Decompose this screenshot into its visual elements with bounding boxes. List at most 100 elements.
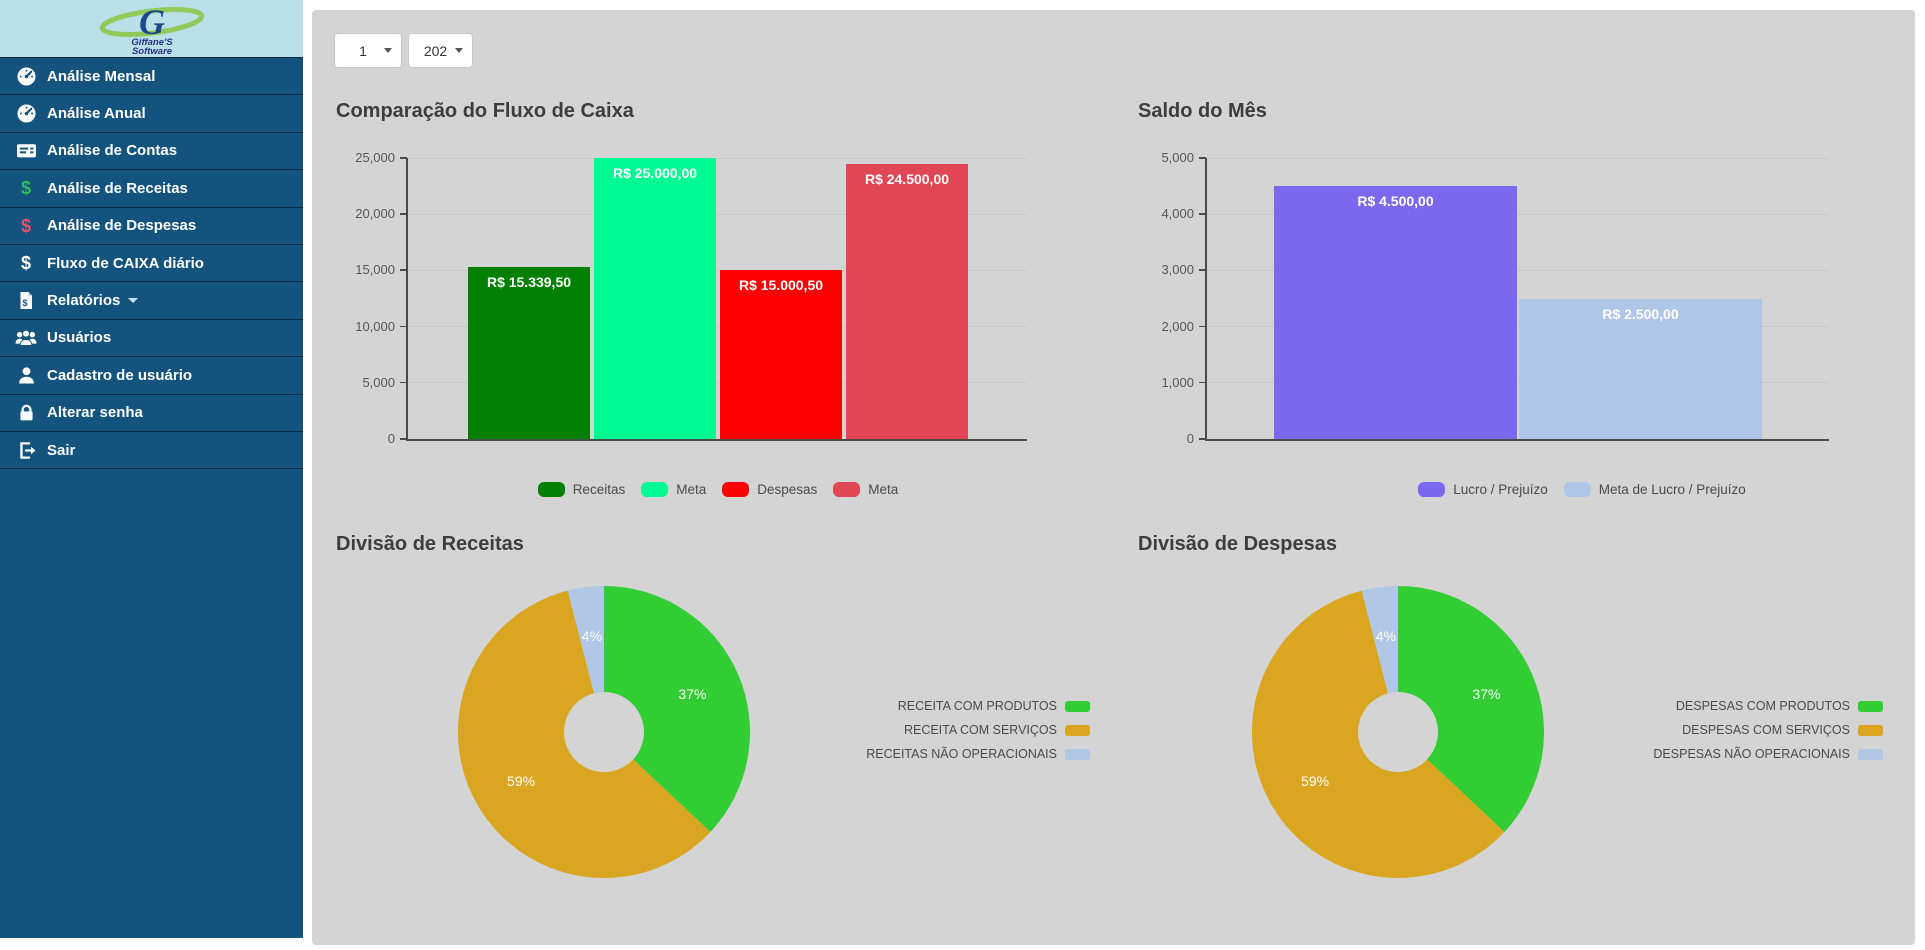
legend-label: Lucro / Prejuízo: [1453, 481, 1548, 497]
bar-receitas-fluxo[interactable]: R$ 15.339,50: [468, 266, 590, 439]
sidebar-item-analise-de-receitas[interactable]: $ Análise de Receitas: [0, 170, 303, 208]
legend-item-meta[interactable]: Meta: [833, 481, 899, 497]
bar-lucro-prejuizo-saldo[interactable]: R$ 4.500,00: [1274, 186, 1517, 439]
donut-receitas: [457, 586, 750, 878]
y-tick-mark: [400, 438, 407, 440]
svg-text:$: $: [22, 298, 27, 308]
gauge-icon: [13, 66, 39, 87]
legend-label: Meta de Lucro / Prejuízo: [1598, 481, 1746, 497]
slice-receitas-nao-operacionais[interactable]: [567, 586, 604, 694]
month-select[interactable]: 1: [334, 33, 402, 68]
gridline: [1206, 269, 1829, 271]
y-axis-line: [406, 158, 408, 439]
dollar-red-icon: $: [20, 215, 31, 236]
legend-label: DESPESAS COM SERVIÇOS: [1682, 723, 1850, 737]
sidebar-item-usuarios[interactable]: Usuários: [0, 320, 303, 358]
sidebar-item-analise-mensal[interactable]: Análise Mensal: [0, 58, 303, 96]
slice-despesas-com-produtos[interactable]: [1398, 586, 1544, 832]
sidebar: G Giffane'S Software Análise Mensal Análi…: [0, 0, 303, 938]
bar-meta-fluxo[interactable]: R$ 24.500,00: [846, 163, 968, 439]
app-logo: G Giffane'S Software: [0, 0, 303, 57]
legend-item-lucro-prejuizo[interactable]: Lucro / Prejuízo: [1418, 481, 1548, 497]
gridline: [407, 269, 1027, 271]
y-tick-label: 5,000: [362, 374, 395, 390]
y-tick-mark: [1199, 381, 1206, 384]
sidebar-item-label: Cadastro de usuário: [47, 366, 193, 384]
legend-item-meta[interactable]: Meta: [641, 481, 707, 497]
slice-despesas-nao-operacionais[interactable]: [1361, 586, 1398, 694]
legend-item-despesas-nao-operacionais[interactable]: DESPESAS NÃO OPERACIONAIS: [1453, 742, 1883, 766]
gridline: [407, 213, 1027, 215]
legend-item-receitas-nao-operacionais[interactable]: RECEITAS NÃO OPERACIONAIS: [660, 742, 1090, 766]
x-axis-line: [406, 439, 1027, 441]
legend-item-despesas-com-produtos[interactable]: DESPESAS COM PRODUTOS: [1453, 694, 1883, 718]
sidebar-item-analise-anual[interactable]: Análise Anual: [0, 95, 303, 133]
bar-value-label: R$ 25.000,00: [612, 165, 698, 181]
bar-meta-fluxo[interactable]: R$ 25.000,00: [594, 158, 716, 439]
gauge-icon: [13, 103, 39, 124]
giffanes-logo-icon: G Giffane'S Software: [99, 2, 204, 57]
y-tick-label: 0: [387, 431, 395, 446]
sidebar-item-analise-de-despesas[interactable]: $ Análise de Despesas: [0, 208, 303, 245]
legend-label: Despesas: [757, 481, 818, 497]
sidebar-item-sair[interactable]: Sair: [0, 432, 303, 470]
sidebar-item-fluxo-de-caixa-diario[interactable]: $ Fluxo de CAIXA diário: [0, 245, 303, 283]
legend-label: Meta: [868, 481, 899, 497]
y-tick-mark: [400, 269, 407, 271]
legend-item-receitas[interactable]: Receitas: [537, 481, 625, 497]
sidebar-item-relatorios[interactable]: $ Relatórios: [0, 282, 303, 320]
chevron-down-icon: [455, 48, 463, 53]
y-tick-label: 5,000: [1161, 150, 1194, 165]
y-tick-label: 15,000: [355, 262, 395, 278]
sidebar-item-label: Fluxo de CAIXA diário: [47, 254, 204, 272]
y-tick-mark: [400, 157, 407, 159]
sidebar-item-label: Análise de Receitas: [47, 179, 188, 197]
slice-despesas-com-servicos[interactable]: [1252, 590, 1505, 878]
y-tick-mark: [400, 381, 407, 384]
legend-item-despesas[interactable]: Despesas: [722, 481, 818, 497]
legend-item-despesas-com-servicos[interactable]: DESPESAS COM SERVIÇOS: [1453, 718, 1883, 742]
main-panel: 1 202 Comparação do Fluxo de Caixa 0 5,000…: [312, 10, 1915, 945]
legend-receitas: RECEITA COM PRODUTOS RECEITA COM SERVIÇOS…: [660, 694, 1090, 766]
legend-item-receita-com-servicos[interactable]: RECEITA COM SERVIÇOS: [660, 718, 1090, 742]
legend-label: Meta: [676, 481, 707, 497]
dollar-green-icon: $: [20, 178, 31, 199]
gridline: [1206, 326, 1829, 328]
sidebar-item-alterar-senha[interactable]: Alterar senha: [0, 395, 303, 432]
legend-saldo: Lucro / Prejuízo Meta de Lucro / Prejuízo: [1182, 477, 1925, 501]
card-icon: [13, 140, 39, 161]
legend-item-meta-de-lucro-prejuizo[interactable]: Meta de Lucro / Prejuízo: [1563, 481, 1746, 497]
legend-swatch: [722, 481, 750, 497]
sidebar-item-label: Usuários: [47, 329, 112, 347]
bar-meta-de-lucro-prejuizo-saldo[interactable]: R$ 2.500,00: [1519, 298, 1762, 439]
donut-despesas: [1252, 586, 1544, 878]
sidebar-item-cadastro-de-usuario[interactable]: Cadastro de usuário: [0, 357, 303, 395]
slice-receita-com-produtos[interactable]: [604, 586, 750, 832]
users-icon: [13, 327, 39, 348]
sidebar-item-analise-de-contas[interactable]: Análise de Contas: [0, 133, 303, 171]
sidebar-item-label: Análise Anual: [47, 105, 146, 123]
legend-despesas: DESPESAS COM PRODUTOS DESPESAS COM SERVIÇ…: [1453, 694, 1883, 766]
legend-swatch: [1858, 724, 1883, 736]
y-tick-label: 10,000: [355, 318, 395, 334]
y-tick-mark: [1199, 438, 1206, 440]
caret-down-icon: [128, 298, 139, 304]
legend-item-receita-com-produtos[interactable]: RECEITA COM PRODUTOS: [660, 694, 1090, 718]
bar-despesas-fluxo[interactable]: R$ 15.000,50: [720, 270, 842, 439]
legend-label: RECEITA COM SERVIÇOS: [903, 723, 1057, 737]
y-tick-mark: [400, 213, 407, 215]
signout-icon: [13, 440, 39, 461]
y-tick-mark: [1199, 325, 1206, 328]
month-select-value: 1: [359, 42, 367, 59]
slice-receita-com-servicos[interactable]: [457, 590, 711, 878]
sidebar-menu: Análise Mensal Análise Anual Análise de Co…: [0, 57, 303, 470]
legend-label: RECEITAS NÃO OPERACIONAIS: [866, 747, 1057, 761]
sidebar-item-label: Análise de Despesas: [47, 217, 197, 235]
slice-pct-label: 4%: [1375, 628, 1397, 645]
gridline: [407, 326, 1027, 328]
year-select[interactable]: 202: [408, 33, 473, 68]
bar-value-label: R$ 24.500,00: [864, 170, 950, 187]
y-tick-label: 20,000: [355, 206, 395, 222]
y-tick-mark: [400, 325, 407, 328]
chart-title-despesas: Divisão de Despesas: [1138, 533, 1337, 555]
